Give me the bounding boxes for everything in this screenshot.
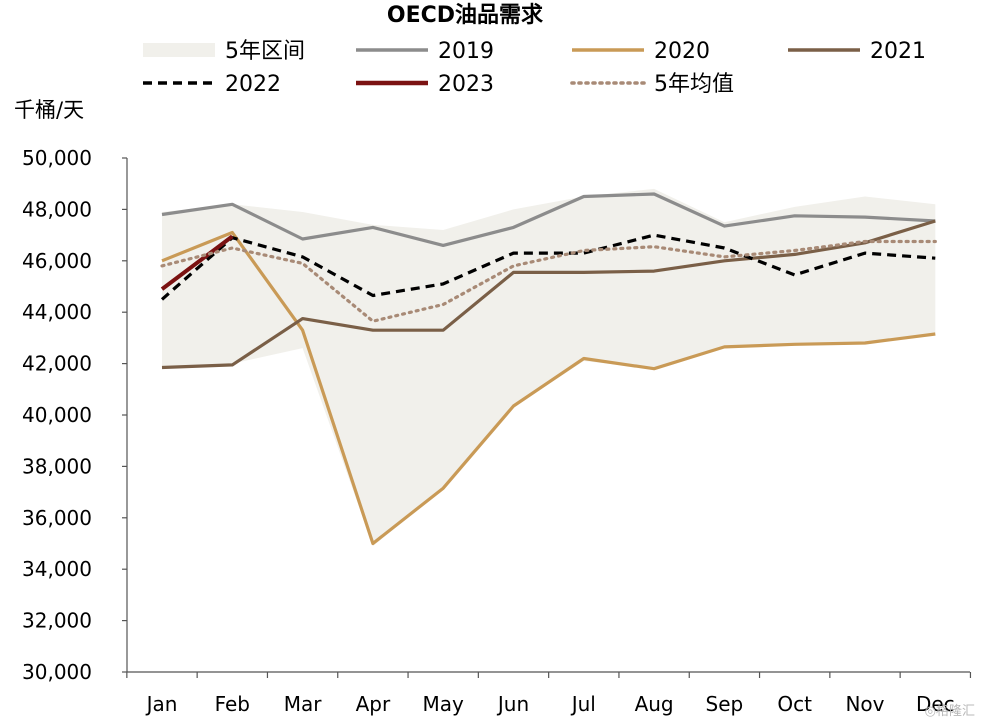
y-tick-label: 50,000 bbox=[22, 146, 92, 170]
y-tick-label: 36,000 bbox=[22, 506, 92, 530]
legend-label-2022: 2022 bbox=[225, 72, 281, 97]
x-tick-label: Jun bbox=[496, 692, 529, 716]
y-tick-label: 38,000 bbox=[22, 454, 92, 478]
x-tick-label: Jan bbox=[145, 692, 178, 716]
watermark: ◎格隆汇 bbox=[924, 704, 975, 719]
chart-title: OECD油品需求 bbox=[387, 3, 543, 28]
y-tick-label: 46,000 bbox=[22, 249, 92, 273]
y-tick-label: 44,000 bbox=[22, 300, 92, 324]
series-line-5年均值 bbox=[160, 239, 937, 323]
y-axis-unit-label: 千桶/天 bbox=[14, 98, 84, 122]
legend-label-2019: 2019 bbox=[438, 39, 494, 64]
x-tick-label: May bbox=[423, 692, 465, 716]
x-tick-label: Oct bbox=[777, 692, 812, 716]
x-tick-label: Dec bbox=[916, 692, 955, 716]
y-tick-label: 48,000 bbox=[22, 197, 92, 221]
y-tick-label: 40,000 bbox=[22, 403, 92, 427]
legend-label-2021: 2021 bbox=[870, 39, 926, 64]
axes: 30,000 32,000 34,000 36,000 38,000 40,000 42,0… bbox=[22, 146, 972, 716]
x-tick-label: Sep bbox=[706, 692, 744, 716]
series-line-2022 bbox=[160, 233, 936, 301]
x-tick-label: Feb bbox=[215, 692, 250, 716]
legend: 5年区间 2019 2020 2021 2022 2023 5年均值 bbox=[143, 39, 926, 97]
legend-label-5年均值: 5年均值 bbox=[654, 72, 734, 97]
x-tick-label: Jul bbox=[570, 692, 596, 716]
series-line-2020 bbox=[161, 230, 936, 546]
y-tick-label: 42,000 bbox=[22, 352, 92, 376]
legend-swatch-5年区间 bbox=[143, 43, 215, 57]
y-tick-label: 32,000 bbox=[22, 609, 92, 633]
x-tick-label: Apr bbox=[356, 692, 391, 716]
series-line-2021 bbox=[161, 219, 936, 370]
y-tick-label: 30,000 bbox=[22, 660, 92, 684]
x-tick-label: Aug bbox=[635, 692, 674, 716]
x-tick-label: Nov bbox=[845, 692, 884, 716]
legend-label-5年区间: 5年区间 bbox=[225, 39, 305, 64]
x-tick-label: Mar bbox=[284, 692, 323, 716]
legend-label-2023: 2023 bbox=[438, 72, 494, 97]
y-tick-label: 34,000 bbox=[22, 557, 92, 581]
series-line-2019 bbox=[161, 192, 936, 247]
series-line-2023 bbox=[160, 234, 234, 291]
legend-label-2020: 2020 bbox=[654, 39, 710, 64]
plot-area bbox=[160, 188, 937, 547]
range-band-area bbox=[162, 188, 936, 547]
